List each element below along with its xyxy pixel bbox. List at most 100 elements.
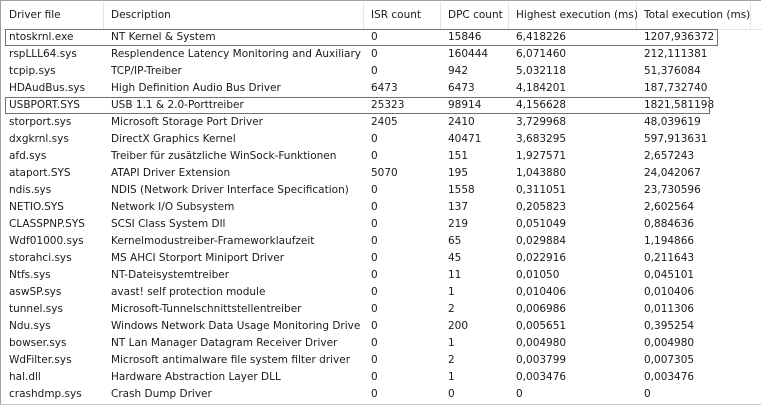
table-row[interactable]: Wdf01000.sys Kernelmodustreiber-Framework… (2, 233, 762, 250)
column-header-driver-file[interactable]: Driver file (2, 2, 104, 29)
cell-total: 24,042067 (644, 167, 701, 179)
column-header-total-execution[interactable]: Total execution (ms) (637, 2, 751, 29)
cell-file: bowser.sys (9, 337, 67, 349)
cell-dpc: 219 (448, 218, 469, 230)
cell-dpc: 1 (448, 337, 455, 349)
cell-desc: ATAPI Driver Extension (111, 167, 231, 179)
table-row[interactable]: bowser.sys NT Lan Manager Datagram Receiv… (2, 335, 762, 352)
column-header-highest-execution[interactable]: Highest execution (ms) (509, 2, 638, 29)
table-row[interactable]: storport.sys Microsoft Storage Port Drive… (2, 114, 762, 131)
cell-file: ndis.sys (9, 184, 52, 196)
cell-isr: 2405 (371, 116, 398, 128)
cell-highest: 0,022916 (516, 252, 567, 264)
cell-desc: Network I/O Subsystem (111, 201, 235, 213)
cell-desc: NT-Dateisystemtreiber (111, 269, 230, 281)
cell-isr: 0 (371, 371, 378, 383)
cell-desc: avast! self protection module (111, 286, 266, 298)
cell-desc: Microsoft-Tunnelschnittstellentreiber (111, 303, 302, 315)
cell-dpc: 1558 (448, 184, 475, 196)
table-row[interactable]: USBPORT.SYS USB 1.1 & 2.0-Porttreiber 2532… (2, 97, 762, 114)
cell-dpc: 200 (448, 320, 469, 332)
cell-isr: 0 (371, 48, 378, 60)
table-row[interactable]: afd.sys Treiber für zusätzliche WinSock-F… (2, 148, 762, 165)
cell-highest: 1,043880 (516, 167, 567, 179)
cell-dpc: 45 (448, 252, 462, 264)
cell-file: rspLLL64.sys (9, 48, 77, 60)
cell-desc: DirectX Graphics Kernel (111, 133, 236, 145)
cell-file: tunnel.sys (9, 303, 63, 315)
table-row[interactable]: ndis.sys NDIS (Network Driver Interface S… (2, 182, 762, 199)
cell-file: USBPORT.SYS (9, 99, 80, 111)
table-row[interactable]: Ndu.sys Windows Network Data Usage Monito… (2, 318, 762, 335)
cell-file: crashdmp.sys (9, 388, 82, 400)
table-row[interactable]: rspLLL64.sys Resplendence Latency Monitor… (2, 46, 762, 63)
cell-isr: 0 (371, 354, 378, 366)
cell-isr: 0 (371, 184, 378, 196)
cell-highest: 4,184201 (516, 82, 567, 94)
cell-desc: Windows Network Data Usage Monitoring Dr… (111, 320, 361, 332)
table-row[interactable]: storahci.sys MS AHCI Storport Miniport Dr… (2, 250, 762, 267)
table-row[interactable]: ataport.SYS ATAPI Driver Extension 5070 195… (2, 165, 762, 182)
cell-file: storahci.sys (9, 252, 72, 264)
cell-total: 597,913631 (644, 133, 708, 145)
column-header-row: Driver file Description ISR count DPC co… (2, 2, 762, 30)
cell-file: Ntfs.sys (9, 269, 51, 281)
cell-desc: High Definition Audio Bus Driver (111, 82, 281, 94)
cell-isr: 0 (371, 218, 378, 230)
cell-file: dxgkrnl.sys (9, 133, 69, 145)
cell-dpc: 137 (448, 201, 469, 213)
cell-desc: MS AHCI Storport Miniport Driver (111, 252, 285, 264)
cell-dpc: 2410 (448, 116, 475, 128)
cell-file: NETIO.SYS (9, 201, 64, 213)
table-row[interactable]: tcpip.sys TCP/IP-Treiber 0 942 5,032118 51,37… (2, 63, 762, 80)
cell-isr: 0 (371, 201, 378, 213)
cell-desc: Microsoft Storage Port Driver (111, 116, 264, 128)
table-row[interactable]: NETIO.SYS Network I/O Subsystem 0 137 0,2058… (2, 199, 762, 216)
column-header-dpc-count[interactable]: DPC count (441, 2, 509, 29)
cell-highest: 6,418226 (516, 31, 567, 43)
cell-file: Ndu.sys (9, 320, 51, 332)
table-row[interactable]: hal.dll Hardware Abstraction Layer DLL 0 1 0… (2, 369, 762, 386)
cell-highest: 6,071460 (516, 48, 567, 60)
cell-total: 2,602564 (644, 201, 695, 213)
table-row[interactable]: WdFilter.sys Microsoft antimalware file s… (2, 352, 762, 369)
table-row[interactable]: HDAudBus.sys High Definition Audio Bus Dr… (2, 80, 762, 97)
table-row[interactable]: ntoskrnl.exe NT Kernel & System 0 15846 6,41… (2, 29, 762, 46)
cell-total: 1821,581198 (644, 99, 715, 111)
table-row[interactable]: crashdmp.sys Crash Dump Driver 0 0 0 0 (2, 386, 762, 403)
cell-isr: 5070 (371, 167, 398, 179)
cell-desc: Hardware Abstraction Layer DLL (111, 371, 281, 383)
cell-dpc: 6473 (448, 82, 475, 94)
cell-desc: TCP/IP-Treiber (111, 65, 182, 77)
cell-total: 0,395254 (644, 320, 695, 332)
cell-highest: 1,927571 (516, 150, 567, 162)
cell-total: 0,010406 (644, 286, 695, 298)
cell-highest: 0,003476 (516, 371, 567, 383)
table-row[interactable]: tunnel.sys Microsoft-Tunnelschnittstellen… (2, 301, 762, 318)
cell-total: 187,732740 (644, 82, 708, 94)
cell-file: afd.sys (9, 150, 47, 162)
cell-file: WdFilter.sys (9, 354, 72, 366)
cell-total: 51,376084 (644, 65, 701, 77)
cell-desc: NT Kernel & System (111, 31, 216, 43)
cell-highest: 0,311051 (516, 184, 567, 196)
cell-file: ataport.SYS (9, 167, 71, 179)
table-row[interactable]: dxgkrnl.sys DirectX Graphics Kernel 0 40471… (2, 131, 762, 148)
cell-total: 0,045101 (644, 269, 695, 281)
column-header-description[interactable]: Description (104, 2, 364, 29)
table-row[interactable]: Ntfs.sys NT-Dateisystemtreiber 0 11 0,01050 0… (2, 267, 762, 284)
cell-highest: 5,032118 (516, 65, 567, 77)
cell-file: tcpip.sys (9, 65, 56, 77)
cell-total: 0,211643 (644, 252, 695, 264)
cell-dpc: 65 (448, 235, 462, 247)
cell-total: 0,884636 (644, 218, 695, 230)
cell-desc: SCSI Class System Dll (111, 218, 226, 230)
table-row[interactable]: aswSP.sys avast! self protection module 0 1… (2, 284, 762, 301)
cell-total: 23,730596 (644, 184, 701, 196)
cell-dpc: 15846 (448, 31, 482, 43)
cell-highest: 0,010406 (516, 286, 567, 298)
table-row[interactable]: CLASSPNP.SYS SCSI Class System Dll 0 219 0,0… (2, 216, 762, 233)
cell-isr: 0 (371, 320, 378, 332)
column-header-isr-count[interactable]: ISR count (364, 2, 441, 29)
